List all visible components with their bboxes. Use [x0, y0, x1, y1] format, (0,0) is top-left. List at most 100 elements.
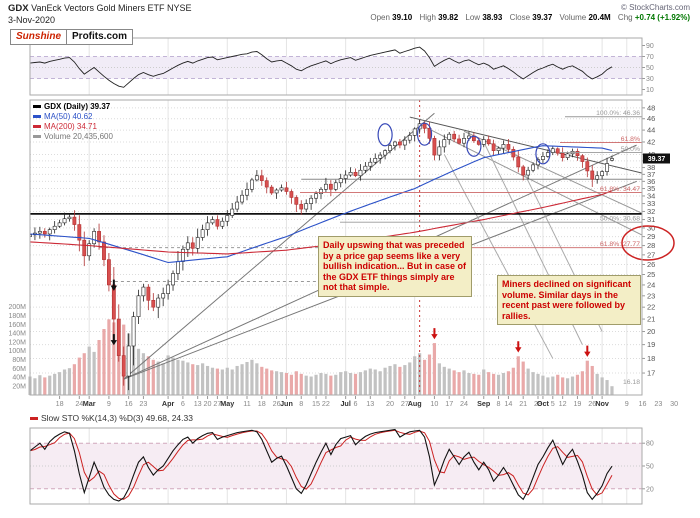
svg-text:20M: 20M: [12, 383, 26, 390]
legend-volume: Volume 20,435,600: [44, 132, 113, 141]
svg-text:120M: 120M: [8, 339, 26, 346]
svg-text:9: 9: [625, 399, 629, 408]
svg-text:27: 27: [647, 250, 655, 259]
svg-text:16.18: 16.18: [623, 379, 640, 386]
svg-text:30: 30: [646, 76, 654, 83]
svg-text:18: 18: [258, 399, 266, 408]
high-value: 39.82: [438, 13, 459, 22]
price-gap-ellipse: [535, 143, 551, 165]
svg-text:100M: 100M: [8, 348, 26, 355]
annotation-box-price-gap: Daily upswing that was preceded by a pri…: [318, 236, 472, 298]
svg-text:Jun: Jun: [280, 399, 293, 408]
svg-text:23: 23: [654, 399, 662, 408]
chg-label: Chg: [617, 13, 633, 22]
svg-text:Jul: Jul: [340, 399, 350, 408]
svg-text:Apr: Apr: [162, 399, 175, 408]
svg-text:30: 30: [647, 223, 655, 232]
sto-panel: 80 50 20: [29, 427, 654, 505]
volume-label: Volume: [559, 13, 587, 22]
svg-text:Nov: Nov: [595, 399, 609, 408]
svg-text:Aug: Aug: [408, 399, 422, 408]
svg-text:17: 17: [647, 369, 655, 378]
svg-text:50: 50: [646, 65, 654, 72]
svg-text:32: 32: [647, 207, 655, 216]
open-label: Open: [370, 13, 390, 22]
svg-text:5: 5: [551, 399, 555, 408]
volume-bars: [28, 319, 614, 395]
svg-text:39.37: 39.37: [648, 156, 666, 163]
down-arrow-marker: [110, 279, 118, 291]
svg-text:160M: 160M: [8, 322, 26, 329]
volume-swatch-icon: [33, 134, 41, 138]
sunshine-profits-logo: Sunshine Profits.com: [10, 29, 134, 45]
svg-text:26: 26: [647, 260, 655, 269]
logo-profits-text: Profits.com: [72, 31, 128, 42]
svg-text:20: 20: [646, 486, 654, 493]
sto-k-line: [29, 428, 613, 502]
low-value: 38.93: [482, 13, 503, 22]
svg-text:90: 90: [646, 43, 654, 50]
candlestick-series: [30, 119, 614, 391]
low-label: Low: [465, 13, 481, 22]
ticker-symbol: GDX: [8, 3, 29, 14]
ma50-line: [30, 145, 613, 264]
main-chart-legend: GDX (Daily) 39.37 MA(50) 40.62 MA(200) 3…: [33, 102, 113, 142]
svg-text:40M: 40M: [12, 375, 26, 382]
svg-text:16: 16: [125, 399, 133, 408]
svg-text:80M: 80M: [12, 357, 26, 364]
svg-text:23: 23: [139, 399, 147, 408]
svg-text:70: 70: [646, 54, 654, 61]
chg-value: +0.74 (+1.92%): [634, 13, 690, 22]
svg-text:20: 20: [647, 327, 655, 336]
svg-text:28: 28: [647, 241, 655, 250]
svg-text:31: 31: [647, 215, 655, 224]
security-name: VanEck Vectors Gold Miners ETF: [31, 3, 165, 13]
fibonacci-levels: 100.0%: 46.36 61.8% 50.0% 61.8%: 34.47 50.0%…: [300, 110, 642, 386]
price-gap-ellipse: [466, 135, 482, 157]
svg-text:100.0%: 46.36: 100.0%: 46.36: [596, 110, 640, 117]
down-arrow-marker: [431, 328, 438, 340]
sto-d-line: [29, 429, 613, 500]
svg-text:26: 26: [588, 399, 596, 408]
svg-text:20: 20: [204, 399, 212, 408]
svg-text:14: 14: [504, 399, 512, 408]
chart-date: 3-Nov-2020: [8, 15, 56, 25]
svg-text:48: 48: [647, 103, 655, 112]
down-arrow-marker: [515, 341, 522, 353]
main-chart-overlays: [30, 100, 642, 395]
last-price-tag: 39.37: [643, 153, 670, 164]
down-arrow-marker: [584, 345, 591, 357]
sto-label-text: Slow STO %K(14,3) %D(3) 49.68, 24.33: [41, 413, 193, 423]
volume-value: 20.4M: [588, 13, 611, 22]
svg-text:50.0%: 50.0%: [621, 146, 640, 153]
svg-text:140M: 140M: [8, 331, 26, 338]
svg-text:33: 33: [647, 199, 655, 208]
svg-text:Mar: Mar: [83, 399, 96, 408]
svg-text:12: 12: [559, 399, 567, 408]
svg-text:50.0%: 30.68: 50.0%: 30.68: [600, 216, 640, 223]
svg-text:15: 15: [312, 399, 320, 408]
svg-text:46: 46: [647, 114, 655, 123]
svg-text:19: 19: [573, 399, 581, 408]
svg-text:61.8%: 61.8%: [621, 136, 640, 143]
symbol-swatch-icon: [33, 104, 41, 108]
svg-text:26: 26: [273, 399, 281, 408]
svg-text:16: 16: [639, 399, 647, 408]
svg-text:61.8%: 27.77: 61.8%: 27.77: [600, 241, 640, 248]
svg-text:18: 18: [56, 399, 64, 408]
svg-text:200M: 200M: [8, 304, 26, 311]
svg-text:May: May: [220, 399, 234, 408]
svg-text:18: 18: [647, 354, 655, 363]
svg-text:Oct: Oct: [537, 399, 550, 408]
svg-text:11: 11: [243, 399, 250, 408]
svg-text:10: 10: [430, 399, 438, 408]
svg-text:13: 13: [366, 399, 374, 408]
close-label: Close: [509, 13, 531, 22]
svg-text:27: 27: [213, 399, 221, 408]
svg-text:60M: 60M: [12, 366, 26, 373]
svg-text:10: 10: [646, 87, 654, 94]
svg-text:22: 22: [647, 303, 655, 312]
quote-line: Open 39.10 High 39.82 Low 38.93 Close 39…: [365, 13, 690, 22]
svg-text:35: 35: [647, 184, 655, 193]
